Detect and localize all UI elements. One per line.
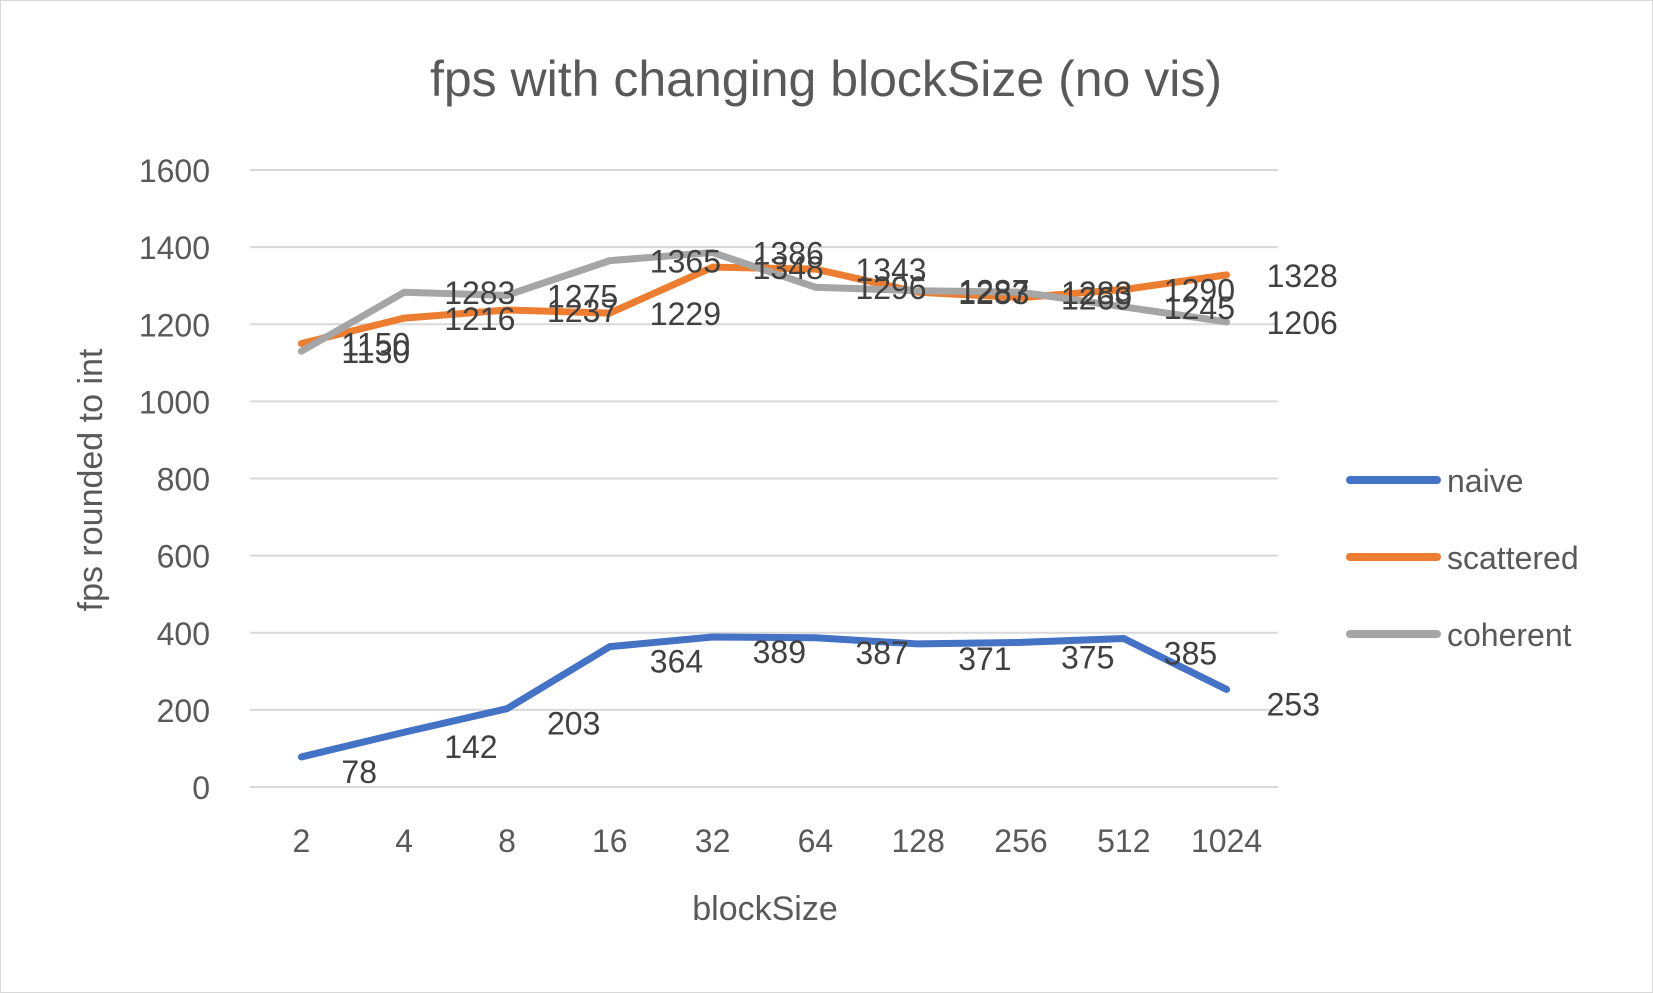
y-tick-label: 0	[192, 770, 210, 806]
data-label-scattered: 1237	[547, 293, 618, 329]
data-label-coherent: 1206	[1267, 305, 1338, 341]
data-label-naive: 375	[1061, 639, 1114, 675]
x-tick-label: 256	[994, 823, 1047, 859]
legend-item-naive: naive	[1346, 463, 1524, 499]
data-label-coherent: 1245	[1164, 290, 1235, 326]
y-tick-label: 1600	[139, 153, 210, 189]
x-tick-label: 32	[695, 823, 731, 859]
gridlines	[250, 169, 1278, 788]
x-tick-label: 4	[395, 823, 413, 859]
x-tick-label: 128	[892, 823, 945, 859]
data-label-naive: 387	[855, 635, 908, 671]
data-label-scattered: 1343	[855, 252, 926, 288]
legend: naive scattered coherent	[1346, 463, 1579, 653]
legend-item-coherent: coherent	[1346, 617, 1572, 653]
legend-item-scattered: scattered	[1346, 540, 1579, 576]
x-tick-label: 16	[592, 823, 628, 859]
y-tick-label: 400	[157, 616, 210, 652]
chart-title: fps with changing blockSize (no vis)	[430, 51, 1222, 107]
data-label-naive: 253	[1267, 686, 1320, 722]
x-tick-label: 64	[798, 823, 834, 859]
legend-label-coherent: coherent	[1447, 617, 1572, 653]
y-tick-label: 200	[157, 693, 210, 729]
data-label-naive: 364	[650, 644, 703, 680]
data-label-scattered: 1328	[1267, 258, 1338, 294]
data-label-naive: 203	[547, 706, 600, 742]
data-label-scattered: 1216	[444, 301, 515, 337]
legend-label-scattered: scattered	[1447, 540, 1579, 576]
data-label-coherent: 1287	[958, 274, 1029, 310]
x-tick-label: 8	[498, 823, 516, 859]
y-tick-label: 800	[157, 462, 210, 498]
data-label-coherent: 1386	[753, 236, 824, 272]
data-label-scattered: 1348	[753, 250, 824, 286]
data-label-naive: 371	[958, 641, 1011, 677]
legend-label-naive: naive	[1447, 463, 1524, 499]
data-label-coherent: 1365	[650, 244, 721, 280]
series-lines	[297, 249, 1231, 761]
y-axis-label: fps rounded to int	[72, 348, 110, 611]
data-label-naive: 142	[444, 729, 497, 765]
data-label-coherent: 1283	[444, 275, 515, 311]
data-label-coherent: 1296	[855, 270, 926, 306]
x-axis-label: blockSize	[692, 890, 838, 928]
data-label-scattered: 1290	[1164, 273, 1235, 309]
data-label-scattered: 1269	[1061, 281, 1132, 317]
data-label-scattered: 1283	[958, 275, 1029, 311]
y-tick-label: 1400	[139, 230, 210, 266]
x-axis-tick-labels: 2 4 8 16 32 64 128 256 512 1024	[293, 823, 1263, 859]
data-label-scattered: 1229	[650, 296, 721, 332]
data-label-naive: 389	[753, 634, 806, 670]
x-tick-label: 1024	[1191, 823, 1262, 859]
data-labels: 78 142 203 364 389 387 371 375 385 253 1150 1216 123…	[341, 236, 1337, 790]
series-line-naive	[297, 633, 1231, 761]
y-axis-tick-labels: 0 200 400 600 800 1000 1200 1400 1600	[139, 153, 210, 806]
data-label-naive: 78	[341, 754, 377, 790]
x-tick-label: 512	[1097, 823, 1150, 859]
data-label-coherent: 1275	[547, 278, 618, 314]
series-line-coherent	[297, 249, 1231, 355]
y-tick-label: 1000	[139, 384, 210, 420]
data-label-coherent: 1130	[341, 334, 410, 370]
data-label-coherent: 1283	[1061, 275, 1132, 311]
y-tick-label: 600	[157, 539, 210, 575]
y-tick-label: 1200	[139, 307, 210, 343]
data-label-scattered: 1150	[341, 327, 410, 363]
x-tick-label: 2	[293, 823, 311, 859]
data-label-naive: 385	[1164, 636, 1217, 672]
